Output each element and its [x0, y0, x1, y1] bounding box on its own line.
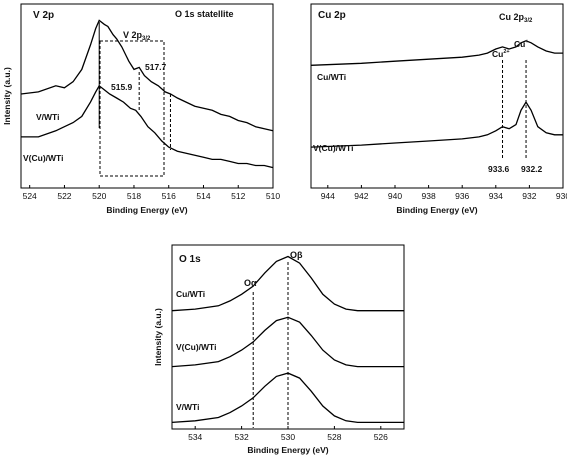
v2p3-2-label: V 2p3/2 — [123, 30, 151, 42]
cu2p-x-tick-label-942: 942 — [354, 191, 368, 201]
v2p-x-tick-label-514: 514 — [196, 191, 210, 201]
cu2p-plot-frame — [310, 3, 564, 189]
v2p-x-axis-title: Binding Energy (eV) — [106, 205, 187, 215]
cu2p-x-tick-label-936: 936 — [455, 191, 469, 201]
cu-plus-label: Cu+ — [514, 39, 529, 49]
v2p-series-line-v-cu-wti — [21, 84, 274, 169]
o1s-satellite-label: O 1s statellite — [175, 9, 234, 19]
cu2-plus-label: Cu2+ — [492, 49, 510, 59]
o1s-x-tick-label-534: 534 — [188, 432, 202, 442]
peak-932-2-label: 932.2 — [521, 164, 543, 174]
cu2p-x-tick-label-938: 938 — [422, 191, 436, 201]
o1s-x-tick-label-532: 532 — [235, 432, 249, 442]
cu2p-panel-title: Cu 2p — [318, 10, 346, 21]
o1s-x-tick-label-528: 528 — [327, 432, 341, 442]
cu2p-chart: 944 942 940 938 936 934 932 930 — [310, 40, 567, 201]
cu-wti-series-label: Cu/WTi — [317, 72, 346, 82]
v2p-chart: 510 512 514 516 518 520 522 524 — [20, 19, 280, 201]
peak-515-9-label: 515.9 — [111, 82, 133, 92]
v2p-panel-title: V 2p — [33, 10, 54, 21]
v2p-x-tick-label-512: 512 — [231, 191, 245, 201]
peak-933-6-label: 933.6 — [488, 164, 510, 174]
v2p-plot-frame — [20, 3, 274, 189]
v2p-x-tick-label-510: 510 — [266, 191, 280, 201]
o-cu-wti-series-label: Cu/WTi — [176, 289, 205, 299]
v-cu-wti-series-label: V(Cu)/WTi — [23, 153, 63, 163]
v2p-series-line-v-wti — [20, 19, 274, 132]
cu2p-x-tick-label-932: 932 — [522, 191, 536, 201]
v2p-x-tick-label-516: 516 — [162, 191, 176, 201]
o-beta-label: Oβ — [290, 250, 303, 260]
peak-517-7-label: 517.7 — [145, 62, 167, 72]
v2p3-2-region-box — [99, 40, 165, 177]
cu2p3-2-label: Cu 2p3/2 — [499, 12, 533, 24]
cu2p-x-tick-label-934: 934 — [489, 191, 503, 201]
o1s-x-tick-label-526: 526 — [374, 432, 388, 442]
v2p-x-tick-label-518: 518 — [127, 191, 141, 201]
cu2p-x-tick-label-940: 940 — [388, 191, 402, 201]
o1s-x-tick-label-530: 530 — [281, 432, 295, 442]
cu-v-cu-wti-series-label: V(Cu)/WTi — [313, 143, 353, 153]
cu2p-series-line-v-cu-wti — [310, 100, 563, 148]
cu2p-series-line-cu-wti — [310, 40, 563, 66]
o1s-x-axis-title: Binding Energy (eV) — [247, 445, 328, 455]
o-v-cu-wti-series-label: V(Cu)/WTi — [176, 342, 216, 352]
o-v-wti-series-label: V/WTi — [176, 402, 199, 412]
v2p-x-tick-label-522: 522 — [57, 191, 71, 201]
o-alpha-label: Oα — [244, 278, 257, 288]
o1s-panel-title: O 1s — [179, 254, 201, 265]
v2p-y-axis-title: Intensity (a.u.) — [2, 67, 12, 125]
o1s-chart: 534 532 530 528 526 — [171, 255, 404, 442]
v2p-x-tick-label-524: 524 — [23, 191, 37, 201]
o1s-series-line-cu-wti — [171, 255, 404, 312]
cu2p-x-tick-label-930: 930 — [556, 191, 567, 201]
v2p-x-tick-label-520: 520 — [92, 191, 106, 201]
o1s-y-axis-title: Intensity (a.u.) — [153, 308, 163, 366]
cu2p-x-axis-title: Binding Energy (eV) — [396, 205, 477, 215]
v-wti-series-label: V/WTi — [36, 112, 59, 122]
cu2p-x-tick-label-944: 944 — [321, 191, 335, 201]
